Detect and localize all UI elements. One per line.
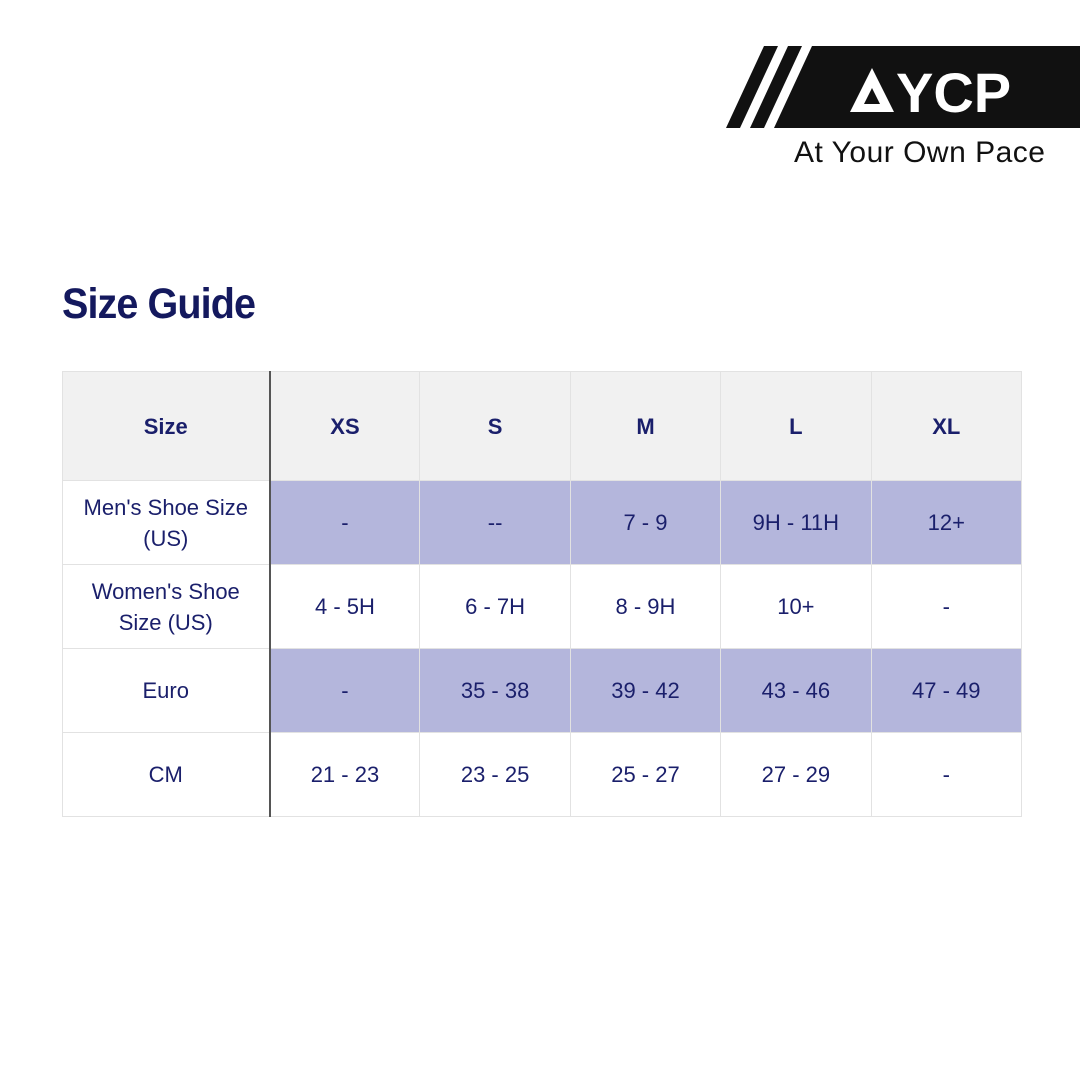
- tagline: At Your Own Pace: [794, 136, 1046, 169]
- table-cell: --: [419, 480, 571, 565]
- column-header: L: [720, 371, 872, 481]
- table-row: CM 21 - 23 23 - 25 25 - 27 27 - 29-: [62, 732, 1023, 817]
- table-cell: -: [268, 648, 421, 733]
- table-cell: 9H - 11H: [720, 480, 872, 565]
- column-header: S: [419, 371, 571, 481]
- table-cell: 27 - 29: [720, 732, 872, 817]
- row-label: CM: [62, 732, 271, 817]
- table-cell: 6 - 7H: [419, 564, 571, 649]
- table-cell: 23 - 25: [419, 732, 571, 817]
- table-cell: 4 - 5H: [268, 564, 421, 649]
- column-header: Size: [62, 371, 271, 481]
- table-cell: -: [870, 564, 1023, 649]
- size-table: Size XS S M L XL Men's Shoe Size (US) - -- 7 - 9…: [62, 371, 1023, 817]
- table-cell: 8 - 9H: [569, 564, 722, 649]
- table-row: Women's Shoe Size (US) 4 - 5H 6 - 7H 8 - 9H…: [62, 564, 1023, 649]
- table-cell: 10+: [720, 564, 872, 649]
- row-label: Men's Shoe Size (US): [62, 480, 271, 565]
- row-label: Women's Shoe Size (US): [62, 564, 271, 649]
- svg-text:YCP: YCP: [896, 61, 1011, 124]
- table-cell: 43 - 46: [720, 648, 872, 733]
- table-cell: 35 - 38: [419, 648, 571, 733]
- column-header: M: [569, 371, 722, 481]
- table-cell: 39 - 42: [569, 648, 722, 733]
- header-row: Size XS S M L XL: [62, 371, 1023, 481]
- table-cell: -: [268, 480, 421, 565]
- table-cell: 7 - 9: [569, 480, 722, 565]
- table-cell: 21 - 23: [268, 732, 421, 817]
- aycp-logo: YCP: [726, 46, 1080, 128]
- table-row: Men's Shoe Size (US) - -- 7 - 9 9H - 11H 12+: [62, 480, 1023, 565]
- column-header: XL: [870, 371, 1023, 481]
- table-cell: 47 - 49: [870, 648, 1023, 733]
- page-title: Size Guide: [62, 280, 256, 328]
- column-header: XS: [268, 371, 421, 481]
- table-cell: 12+: [870, 480, 1023, 565]
- table-cell: 25 - 27: [569, 732, 722, 817]
- table-row: Euro -35 - 38 39 - 42 43 - 46 47 - 49: [62, 648, 1023, 733]
- table-cell: -: [870, 732, 1023, 817]
- row-label: Euro: [62, 648, 271, 733]
